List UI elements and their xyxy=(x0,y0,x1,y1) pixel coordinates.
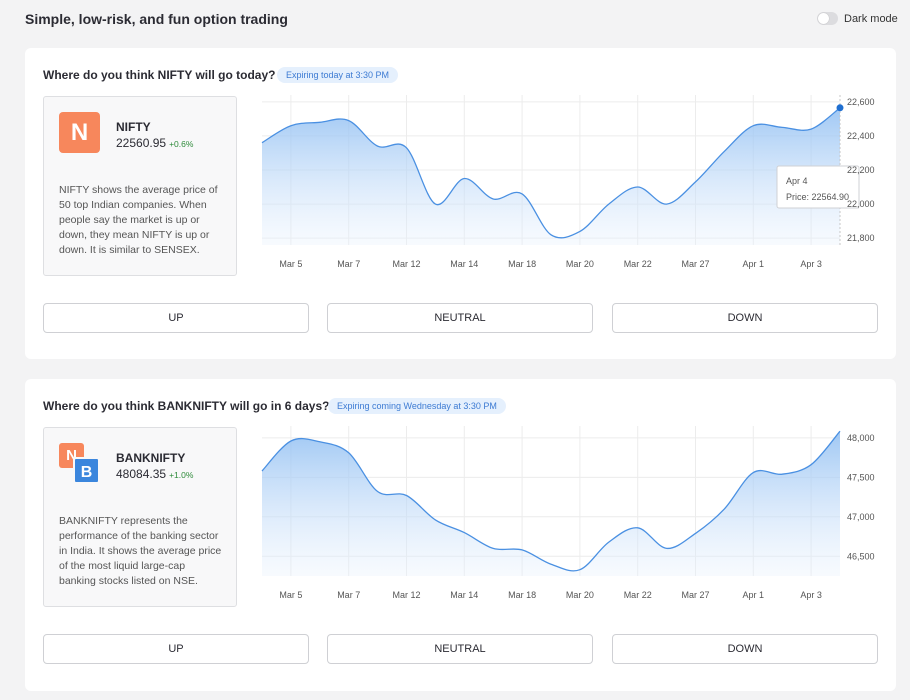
nifty-card: Where do you think NIFTY will go today? … xyxy=(25,48,896,359)
dark-mode-toggle[interactable] xyxy=(817,12,838,25)
x-tick-label: Mar 7 xyxy=(337,590,360,600)
highlight-point xyxy=(836,104,844,112)
y-axis-labels: 21,800 22,000 22,200 22,400 22,600 xyxy=(847,97,875,243)
price-value: 22560.95 xyxy=(116,136,167,150)
x-tick-label: Mar 22 xyxy=(624,259,652,269)
nifty-info-box: N NIFTY 22560.95 +0.6% NIFTY shows the av… xyxy=(43,96,237,276)
banknifty-question: Where do you think BANKNIFTY will go in … xyxy=(43,399,330,413)
neutral-button[interactable]: NEUTRAL xyxy=(327,303,593,333)
index-price: 22560.95 +0.6% xyxy=(116,136,193,150)
x-axis-labels: Mar 5 Mar 7 Mar 12 Mar 14 Mar 18 Mar 20 Mar 22… xyxy=(279,590,821,600)
chart-area xyxy=(262,107,840,245)
dark-mode-label: Dark mode xyxy=(844,13,898,25)
chart-line xyxy=(261,107,841,239)
nifty-logo: N xyxy=(59,112,100,153)
y-axis-labels: 46,500 47,000 47,500 48,000 xyxy=(847,433,875,561)
page-title: Simple, low-risk, and fun option trading xyxy=(25,11,288,27)
banknifty-price-chart[interactable]: Mar 5 Mar 7 Mar 12 Mar 14 Mar 18 Mar 20 Mar 22… xyxy=(257,424,887,614)
x-tick-label: Mar 14 xyxy=(450,259,478,269)
x-tick-label: Mar 22 xyxy=(624,590,652,600)
y-tick-label: 22,200 xyxy=(847,165,875,175)
x-tick-label: Mar 20 xyxy=(566,590,594,600)
nifty-price-chart[interactable]: Apr 4 Price: 22564.90 Mar 5 Mar 7 Mar 12 Ma… xyxy=(257,93,887,283)
banknifty-info-box: N B BANKNIFTY 48084.35 +1.0% BANKNIFTY re… xyxy=(43,427,237,607)
x-tick-label: Mar 27 xyxy=(681,590,709,600)
neutral-button[interactable]: NEUTRAL xyxy=(327,634,593,664)
index-description: NIFTY shows the average price of 50 top … xyxy=(59,184,218,256)
index-description: BANKNIFTY represents the performance of … xyxy=(59,515,222,587)
y-tick-label: 22,000 xyxy=(847,199,875,209)
up-button[interactable]: UP xyxy=(43,634,309,664)
tooltip-price: Price: 22564.90 xyxy=(786,192,849,202)
x-tick-label: Apr 3 xyxy=(800,259,822,269)
x-tick-label: Mar 12 xyxy=(392,590,420,600)
x-tick-label: Mar 27 xyxy=(681,259,709,269)
y-tick-label: 22,600 xyxy=(847,97,875,107)
x-tick-label: Mar 7 xyxy=(337,259,360,269)
up-button[interactable]: UP xyxy=(43,303,309,333)
tooltip-box xyxy=(776,165,860,209)
index-price: 48084.35 +1.0% xyxy=(116,467,193,481)
index-name: NIFTY xyxy=(116,120,151,134)
y-tick-label: 22,400 xyxy=(847,131,875,141)
x-tick-label: Mar 12 xyxy=(392,259,420,269)
bank-logo: B xyxy=(73,457,100,484)
y-tick-label: 46,500 xyxy=(847,551,875,561)
down-button[interactable]: DOWN xyxy=(612,303,878,333)
x-tick-label: Mar 20 xyxy=(566,259,594,269)
price-change: +1.0% xyxy=(169,470,194,480)
price-value: 48084.35 xyxy=(116,467,167,481)
chart-area xyxy=(262,431,840,576)
chart-line xyxy=(261,430,841,572)
x-tick-label: Mar 18 xyxy=(508,259,536,269)
y-tick-label: 47,500 xyxy=(847,472,875,482)
chart-tooltip: Apr 4 Price: 22564.90 xyxy=(776,165,860,209)
x-tick-label: Mar 18 xyxy=(508,590,536,600)
banknifty-card: Where do you think BANKNIFTY will go in … xyxy=(25,379,896,691)
page-header: Simple, low-risk, and fun option trading… xyxy=(0,0,910,40)
x-tick-label: Apr 1 xyxy=(743,590,765,600)
x-tick-label: Apr 3 xyxy=(800,590,822,600)
y-tick-label: 47,000 xyxy=(847,512,875,522)
x-tick-label: Mar 5 xyxy=(279,259,302,269)
y-tick-label: 21,800 xyxy=(847,233,875,243)
down-button[interactable]: DOWN xyxy=(612,634,878,664)
expiry-badge: Expiring today at 3:30 PM xyxy=(277,67,399,83)
price-change: +0.6% xyxy=(169,139,194,149)
index-name: BANKNIFTY xyxy=(116,451,186,465)
y-tick-label: 48,000 xyxy=(847,433,875,443)
tooltip-date: Apr 4 xyxy=(786,176,808,186)
nifty-question: Where do you think NIFTY will go today? xyxy=(43,68,276,82)
x-axis-labels: Mar 5 Mar 7 Mar 12 Mar 14 Mar 18 Mar 20 Mar 22… xyxy=(279,259,821,269)
x-tick-label: Mar 5 xyxy=(279,590,302,600)
x-tick-label: Apr 1 xyxy=(743,259,765,269)
x-tick-label: Mar 14 xyxy=(450,590,478,600)
toggle-knob xyxy=(818,13,829,24)
expiry-badge: Expiring coming Wednesday at 3:30 PM xyxy=(328,398,506,414)
